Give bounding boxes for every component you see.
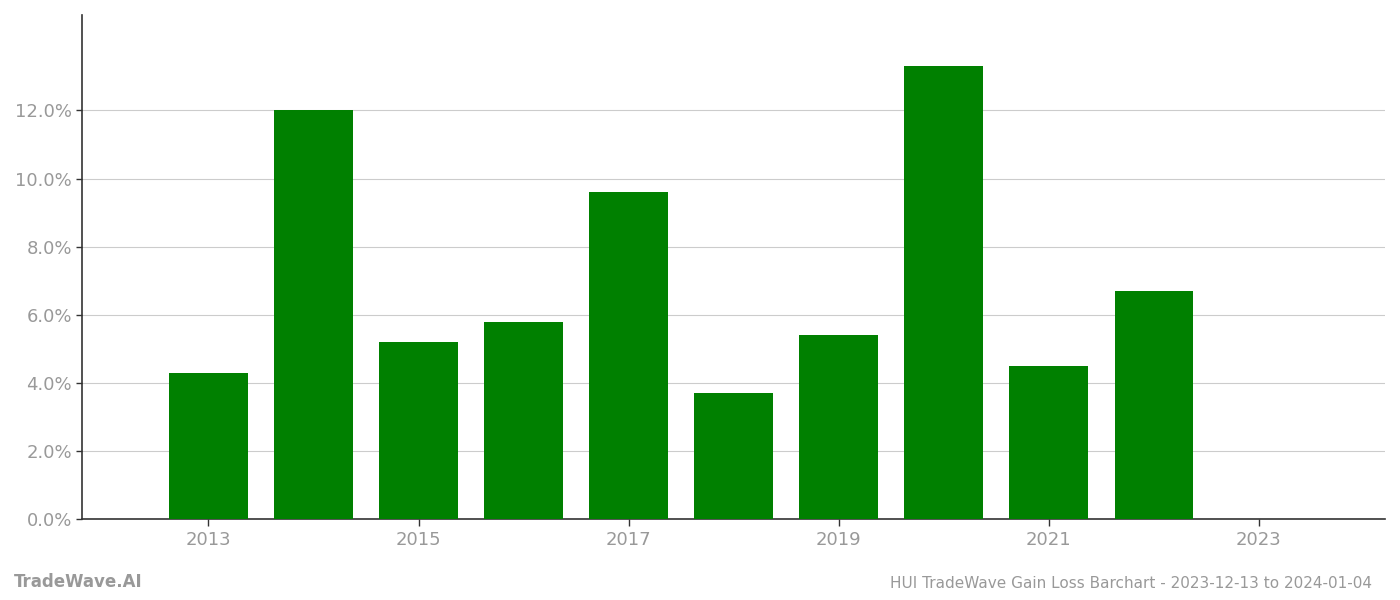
Bar: [904, 66, 983, 519]
Bar: [169, 373, 248, 519]
Bar: [379, 342, 458, 519]
Bar: [274, 110, 353, 519]
Bar: [1114, 291, 1193, 519]
Bar: [694, 393, 773, 519]
Bar: [1009, 366, 1088, 519]
Text: TradeWave.AI: TradeWave.AI: [14, 573, 143, 591]
Text: HUI TradeWave Gain Loss Barchart - 2023-12-13 to 2024-01-04: HUI TradeWave Gain Loss Barchart - 2023-…: [890, 576, 1372, 591]
Bar: [589, 192, 668, 519]
Bar: [799, 335, 878, 519]
Bar: [484, 322, 563, 519]
